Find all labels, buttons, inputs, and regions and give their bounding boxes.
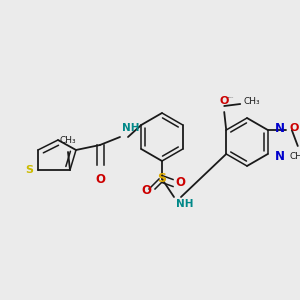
Text: CH₃: CH₃: [60, 136, 76, 145]
Text: N: N: [275, 149, 285, 163]
Text: CH₃: CH₃: [243, 98, 260, 106]
Text: CH₃: CH₃: [290, 152, 300, 161]
Text: O: O: [141, 184, 151, 197]
Text: O: O: [220, 96, 229, 106]
Text: O: O: [175, 176, 185, 190]
Text: O: O: [95, 173, 105, 186]
Text: S: S: [25, 165, 33, 175]
Text: N: N: [275, 122, 285, 134]
Text: NH: NH: [176, 199, 194, 209]
Text: S: S: [158, 172, 166, 185]
Text: NH: NH: [122, 123, 140, 133]
Text: methoxy: methoxy: [228, 97, 235, 98]
Text: O: O: [290, 123, 299, 133]
